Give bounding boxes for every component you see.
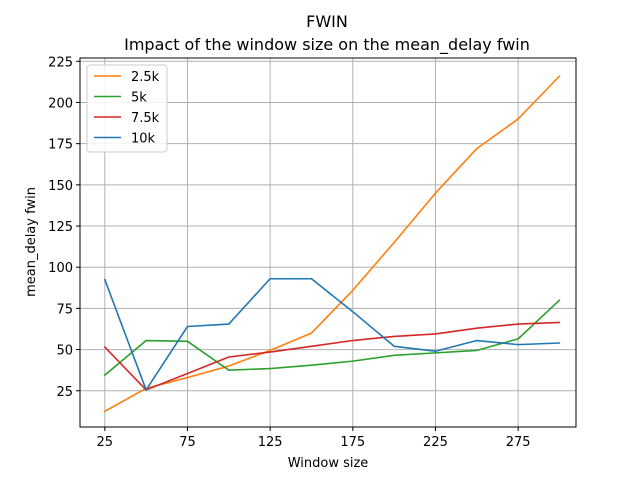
- legend-label: 7.5k: [131, 111, 160, 126]
- series-line-10k: [104, 277, 561, 391]
- axis-ticks: 25 75 125 175 225 275 25 50 75 100 125 150 175 200 225: [48, 55, 530, 450]
- x-tick-label: 225: [423, 435, 448, 450]
- legend-label: 2.5k: [131, 70, 160, 85]
- x-tick-label: 125: [258, 435, 283, 450]
- series-line-7.5k: [104, 321, 561, 391]
- plot-frame: [79, 57, 577, 428]
- x-tick-label: 175: [340, 435, 365, 450]
- y-tick-label: 100: [48, 261, 73, 276]
- x-tick-label: 75: [179, 435, 196, 450]
- y-tick-label: 50: [56, 344, 73, 359]
- series-lines: [104, 75, 561, 413]
- y-tick-label: 75: [56, 302, 73, 317]
- y-tick-label: 225: [48, 55, 73, 70]
- series-line-5k: [104, 299, 561, 376]
- y-axis-label: mean_delay fwin: [24, 187, 39, 297]
- y-tick-label: 25: [56, 385, 73, 400]
- y-tick-label: 150: [48, 179, 73, 194]
- chart-subtitle: Impact of the window size on the mean_de…: [124, 35, 530, 55]
- y-tick-label: 175: [48, 138, 73, 153]
- chart-title: FWIN: [306, 12, 348, 31]
- y-tick-label: 125: [48, 220, 73, 235]
- legend-label: 5k: [131, 91, 147, 106]
- x-tick-label: 275: [506, 435, 531, 450]
- legend: 2.5k 5k 7.5k 10k: [86, 64, 168, 153]
- series-line-2.5k: [104, 75, 561, 413]
- y-tick-label: 200: [48, 96, 73, 111]
- x-tick-label: 25: [97, 435, 114, 450]
- legend-label: 10k: [131, 132, 156, 147]
- legend-box: [86, 64, 168, 153]
- x-axis-label: Window size: [288, 456, 369, 471]
